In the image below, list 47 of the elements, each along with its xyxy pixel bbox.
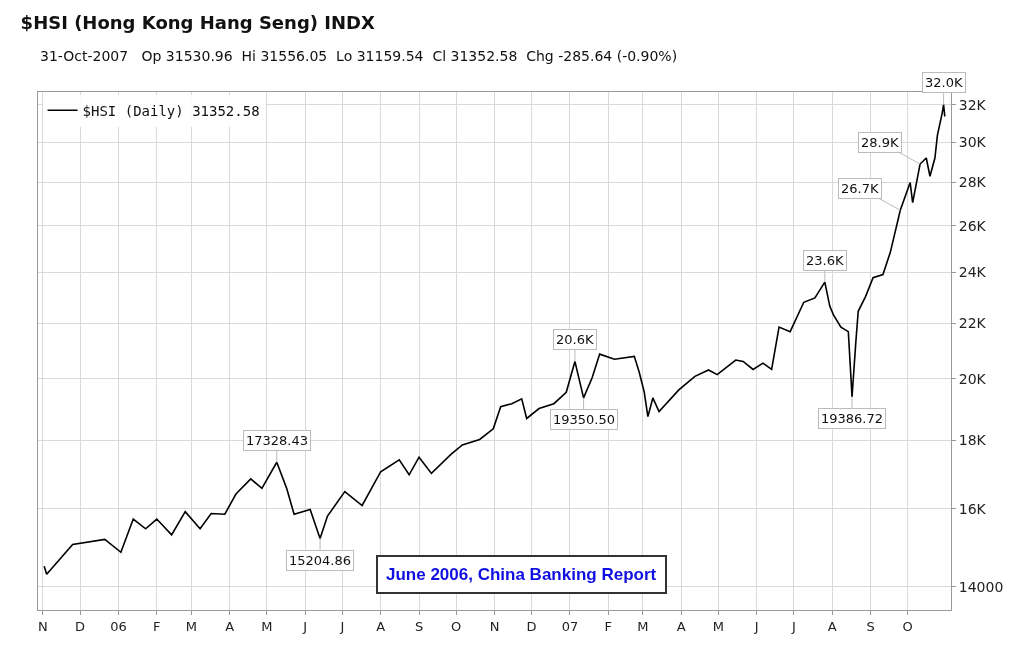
y-tick-label: 22K — [958, 314, 987, 331]
x-tick-label: O — [902, 618, 913, 634]
x-tick-label: S — [414, 618, 424, 634]
annotation: 20.6K — [556, 332, 594, 347]
y-tick-label: 32K — [958, 96, 987, 113]
x-tick-label: A — [827, 618, 837, 634]
y-tick-label: 14000 — [958, 578, 1004, 595]
x-tick-label: O — [451, 618, 462, 634]
y-tick-label: 28K — [958, 174, 987, 191]
x-tick-label: J — [790, 618, 796, 634]
x-tick-label: N — [38, 618, 48, 634]
annotation: 28.9K — [861, 135, 899, 150]
x-tick-label: N — [489, 618, 500, 634]
annotation: 19386.72 — [821, 411, 884, 426]
y-tick-label: 18K — [958, 432, 987, 448]
annotation: June 2006, China Banking Report — [386, 565, 657, 584]
y-tick-label: 30K — [958, 134, 987, 151]
x-tick-label: S — [866, 618, 875, 634]
y-tick-label: 26K — [958, 217, 987, 234]
x-tick-label: F — [604, 618, 613, 634]
x-tick-label: J — [302, 618, 308, 634]
y-tick-label: 20K — [958, 370, 987, 387]
x-tick-label: J — [753, 618, 759, 634]
x-tick-label: J — [339, 618, 345, 634]
annotation: 23.6K — [806, 253, 844, 268]
x-tick-label: A — [376, 618, 386, 634]
x-tick-label: M — [261, 618, 273, 634]
annotation: 19350.50 — [553, 412, 616, 427]
x-tick-label: F — [153, 618, 161, 634]
y-tick-label: 24K — [958, 264, 987, 281]
x-tick-label: 06 — [110, 618, 127, 634]
legend-label: $HSI (Daily) 31352.58 — [82, 102, 260, 119]
x-tick-label: A — [225, 618, 235, 634]
x-tick-label: M — [637, 618, 649, 634]
chart-title: $HSI (Hong Kong Hang Seng) INDX — [20, 11, 375, 33]
x-tick-label: M — [185, 618, 198, 634]
annotation: 32.0K — [925, 75, 963, 90]
annotation: 26.7K — [841, 181, 879, 196]
x-tick-label: D — [75, 618, 86, 634]
chart-subtitle: 31-Oct-2007 Op 31530.96 Hi 31556.05 Lo 31159.54 Cl 31352.58 Chg -285.64 (-0.90%) — [40, 48, 678, 64]
annotation: 15204.86 — [289, 553, 352, 568]
x-tick-label: 07 — [561, 618, 579, 634]
x-tick-label: M — [712, 618, 725, 634]
x-tick-label: A — [676, 618, 686, 634]
y-tick-label: 16K — [958, 500, 987, 517]
x-tick-label: D — [526, 618, 537, 634]
annotation: 17328.43 — [246, 433, 309, 448]
